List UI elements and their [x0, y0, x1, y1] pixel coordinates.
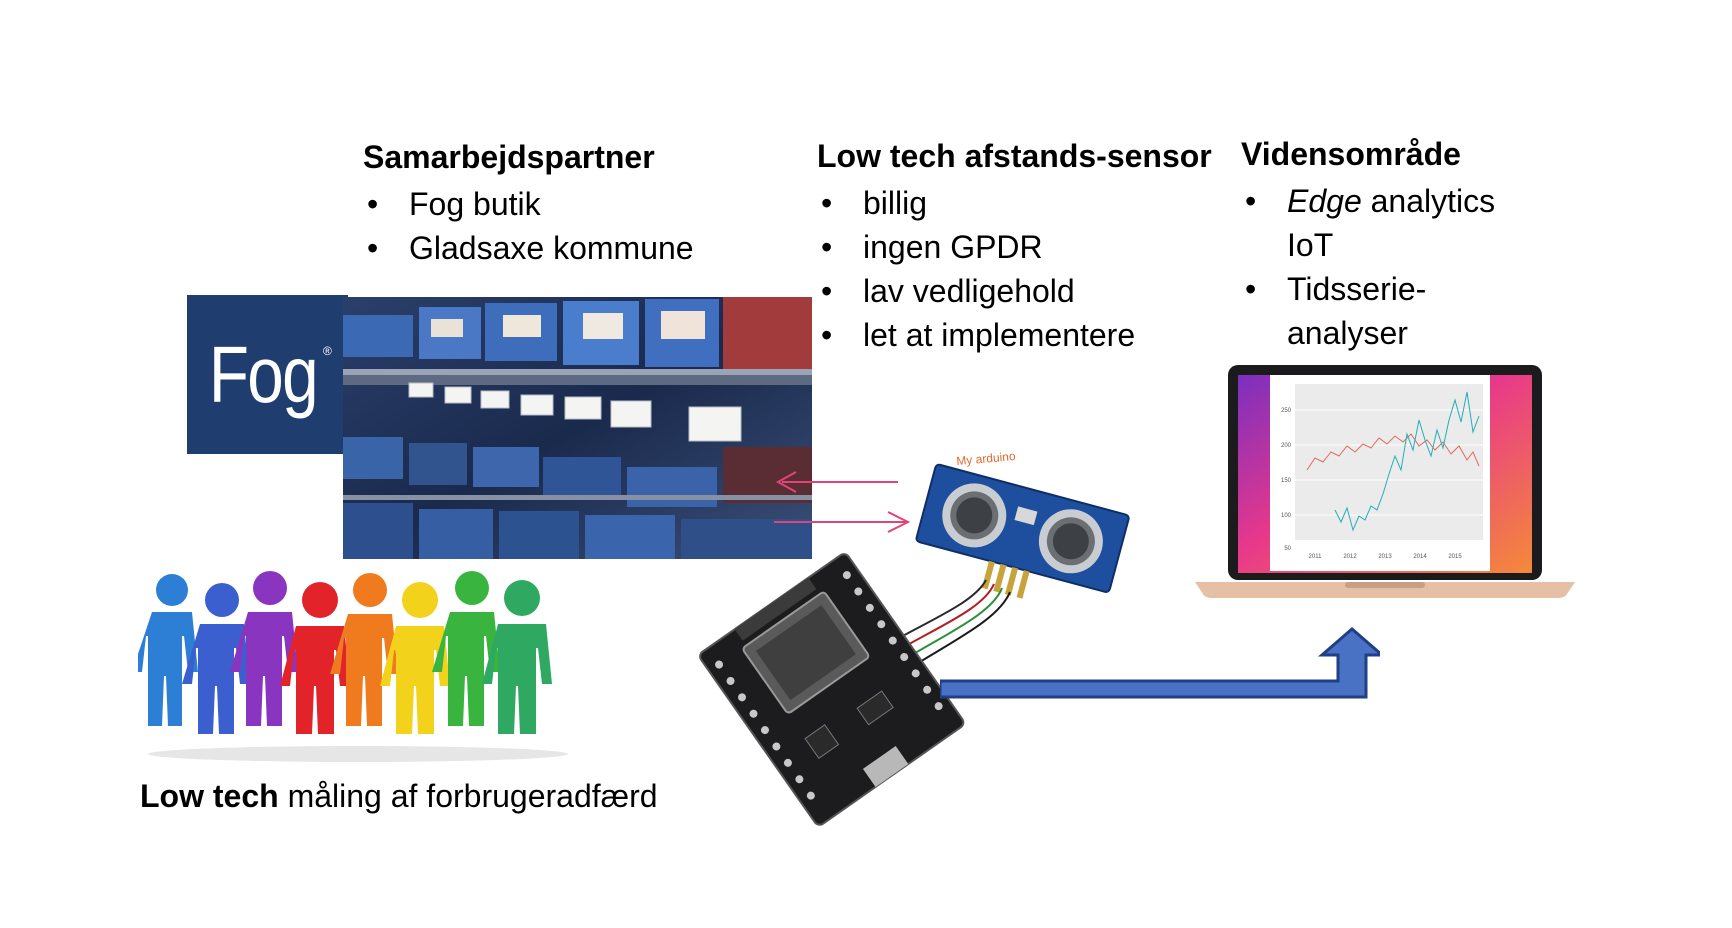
people-group-illustration	[138, 571, 568, 762]
person-green-1	[432, 571, 500, 726]
person-orange	[330, 573, 398, 726]
reflect-arrow-icon	[775, 471, 898, 493]
x-tick-2015: 2015	[1448, 554, 1462, 560]
y-tick-100: 100	[1281, 513, 1292, 519]
store-shelf-photo	[343, 297, 812, 559]
partner-item-gladsaxe: Gladsaxe kommune	[363, 226, 694, 270]
knowledge-item-iot: IoT	[1287, 227, 1334, 263]
sensor-block: Low tech afstands-sensor billig ingen GP…	[817, 135, 1212, 357]
sensor-item-cheap: billig	[817, 181, 1212, 225]
x-tick-2014: 2014	[1413, 554, 1427, 560]
y-tick-200: 200	[1281, 443, 1292, 449]
fog-logo: Fog ®	[187, 295, 348, 454]
sensor-title: Low tech afstands-sensor	[817, 138, 1212, 174]
knowledge-list: Edge analytics IoT Tidsserie- analyser	[1241, 179, 1495, 355]
x-tick-2013: 2013	[1378, 554, 1392, 560]
emit-arrow-icon	[774, 511, 911, 533]
caption-bold: Low tech	[140, 778, 279, 814]
knowledge-item-timeseries: Tidsserie-	[1241, 267, 1495, 311]
person-red	[280, 582, 350, 734]
ultrasonic-sensor-module: My arduino	[915, 449, 1130, 599]
person-blue-2	[182, 583, 250, 734]
person-yellow	[380, 582, 450, 734]
person-blue-1	[138, 574, 198, 726]
caption-rest: måling af forbrugeradfærd	[278, 778, 658, 814]
signal-arrows	[774, 471, 911, 533]
x-tick-2011: 2011	[1309, 554, 1323, 560]
series-teal-line	[1334, 391, 1480, 532]
knowledge-item-edge-emph: Edge	[1287, 183, 1362, 219]
partner-item-fog: Fog butik	[363, 182, 694, 226]
esp8266-board	[699, 553, 965, 826]
partner-title: Samarbejdspartner	[363, 139, 655, 175]
upward-arrow-icon	[940, 627, 1380, 699]
fog-logo-registered-mark: ®	[323, 343, 332, 358]
series-red-line	[1306, 433, 1480, 471]
partner-list: Fog butik Gladsaxe kommune	[363, 182, 694, 270]
y-tick-50: 50	[1284, 546, 1291, 552]
sensor-list: billig ingen GPDR lav vedligehold let at…	[817, 181, 1212, 357]
knowledge-item-analyses: analyser	[1287, 315, 1408, 351]
y-tick-150: 150	[1281, 478, 1292, 484]
fog-logo-text: Fog	[209, 329, 319, 419]
knowledge-item-edge: Edge analytics	[1241, 179, 1495, 223]
knowledge-item-edge-rest: analytics	[1361, 183, 1496, 219]
knowledge-title: Vidensområde	[1241, 136, 1461, 172]
sensor-item-maintenance: lav vedligehold	[817, 269, 1212, 313]
sensor-item-gdpr: ingen GPDR	[817, 225, 1212, 269]
sensor-item-implement: let at implementere	[817, 313, 1212, 357]
person-green-2	[482, 580, 552, 734]
knowledge-block: Vidensområde Edge analytics IoT Tidsseri…	[1241, 133, 1495, 355]
y-tick-250: 250	[1281, 408, 1292, 414]
partner-block: Samarbejdspartner Fog butik Gladsaxe kom…	[363, 136, 694, 270]
data-flow-arrow	[940, 627, 1380, 699]
laptop-with-timeseries-chart: 250 200 150 100 50 2011 2012 2013 2014 2…	[1195, 365, 1575, 598]
consumer-behaviour-caption: Low tech måling af forbrugeradfærd	[140, 776, 658, 816]
sensor-brand-label: My arduino	[956, 449, 1017, 468]
x-tick-2012: 2012	[1343, 554, 1357, 560]
person-purple	[230, 571, 298, 726]
